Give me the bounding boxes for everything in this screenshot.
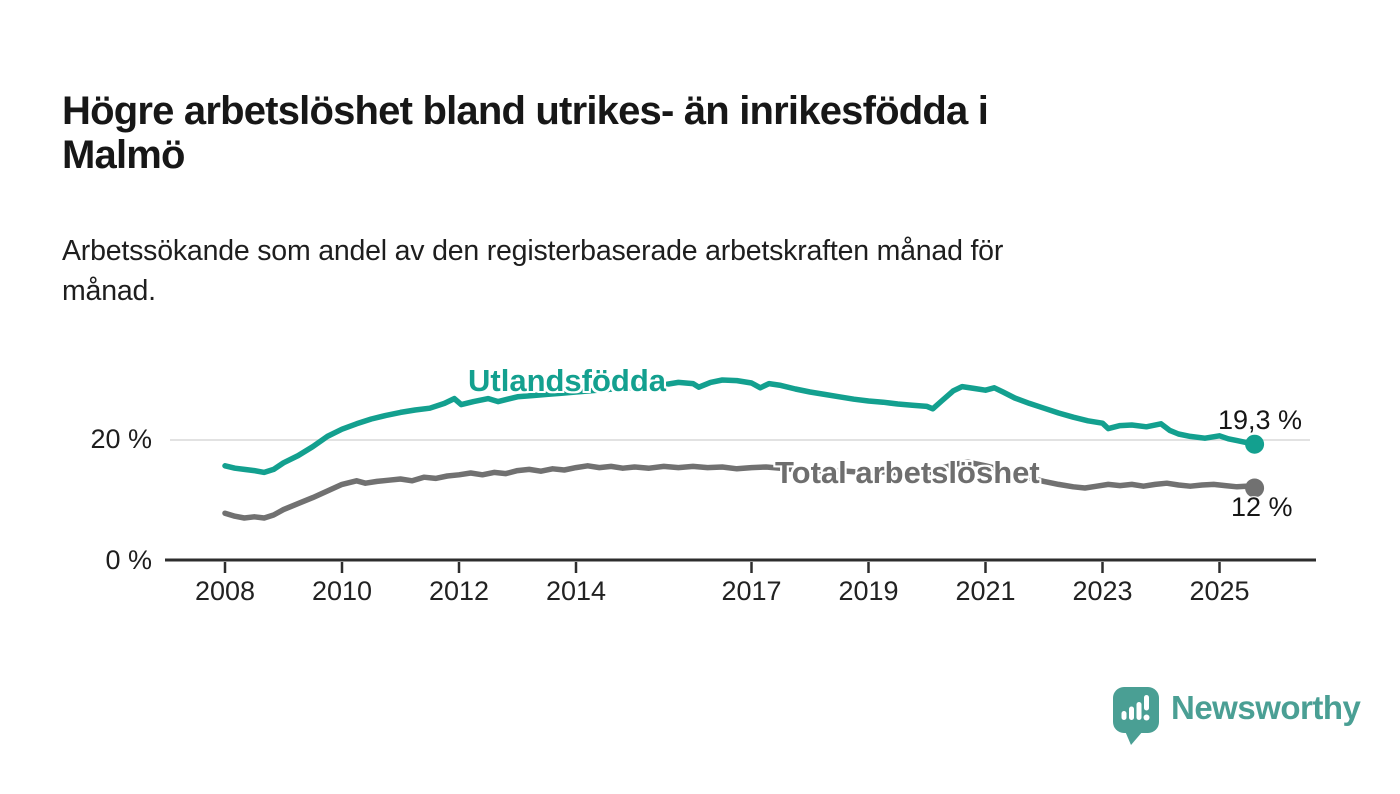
series-label-utlandsfodda: Utlandsfödda xyxy=(468,363,667,398)
newsworthy-wordmark: Newsworthy xyxy=(1171,689,1361,726)
page-title: Högre arbetslöshet bland utrikes- än inr… xyxy=(62,88,989,177)
chart-subtitle: Arbetssökande som andel av den registerb… xyxy=(62,231,1003,311)
newsworthy-logo-icon xyxy=(1113,687,1159,745)
y-axis-tick-label-20: 20 % xyxy=(90,424,152,454)
x-axis-tick-label: 2014 xyxy=(545,576,607,606)
end-value-label-utlandsfodda: 19,3 % xyxy=(1218,405,1303,435)
x-axis-tick-label: 2012 xyxy=(428,576,490,606)
chart-subtitle-line1: Arbetssökande som andel av den registerb… xyxy=(62,235,1004,267)
x-axis-tick-label: 2010 xyxy=(311,576,373,606)
x-axis-tick-label: 2019 xyxy=(838,576,899,606)
x-axis-tick-label: 2021 xyxy=(955,576,1016,606)
newsworthy-branding: Newsworthy xyxy=(1112,686,1361,746)
end-value-label-total: 12 % xyxy=(1231,492,1293,522)
page-title-line2: Malmö xyxy=(62,132,185,177)
x-axis-tick-label: 2023 xyxy=(1072,576,1133,606)
page-title-line1: Högre arbetslöshet bland utrikes- än inr… xyxy=(62,88,989,133)
y-axis-tick-label-0: 0 % xyxy=(105,545,152,575)
x-axis-tick-label: 2008 xyxy=(194,576,256,606)
chart-subtitle-line2: månad. xyxy=(62,275,156,307)
x-axis-tick-label: 2017 xyxy=(721,576,782,606)
series-label-total-arbetsloshet: Total arbetslöshet xyxy=(775,455,1040,490)
x-axis-tick-label: 2025 xyxy=(1189,576,1250,606)
